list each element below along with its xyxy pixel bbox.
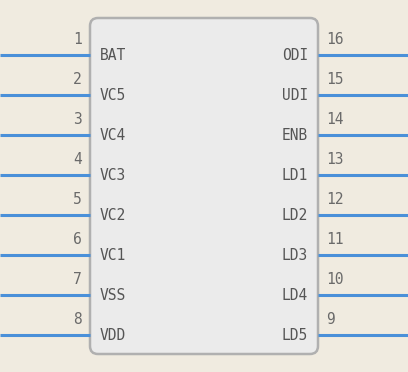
Text: VSS: VSS [100,288,126,302]
Text: 8: 8 [73,312,82,327]
Text: VC1: VC1 [100,247,126,263]
Text: VC3: VC3 [100,167,126,183]
Text: 12: 12 [326,192,344,207]
Text: LD2: LD2 [282,208,308,222]
Text: LD5: LD5 [282,327,308,343]
Text: VC2: VC2 [100,208,126,222]
Text: 16: 16 [326,32,344,47]
Text: 11: 11 [326,232,344,247]
FancyBboxPatch shape [90,18,318,354]
Text: LD3: LD3 [282,247,308,263]
Text: UDI: UDI [282,87,308,103]
Text: BAT: BAT [100,48,126,62]
Text: VC4: VC4 [100,128,126,142]
Text: 7: 7 [73,272,82,287]
Text: 13: 13 [326,152,344,167]
Text: 14: 14 [326,112,344,127]
Text: 6: 6 [73,232,82,247]
Text: LD1: LD1 [282,167,308,183]
Text: ODI: ODI [282,48,308,62]
Text: 15: 15 [326,72,344,87]
Text: ENB: ENB [282,128,308,142]
Text: 1: 1 [73,32,82,47]
Text: 9: 9 [326,312,335,327]
Text: 2: 2 [73,72,82,87]
Text: LD4: LD4 [282,288,308,302]
Text: VDD: VDD [100,327,126,343]
Text: 5: 5 [73,192,82,207]
Text: 3: 3 [73,112,82,127]
Text: 10: 10 [326,272,344,287]
Text: 4: 4 [73,152,82,167]
Text: VC5: VC5 [100,87,126,103]
